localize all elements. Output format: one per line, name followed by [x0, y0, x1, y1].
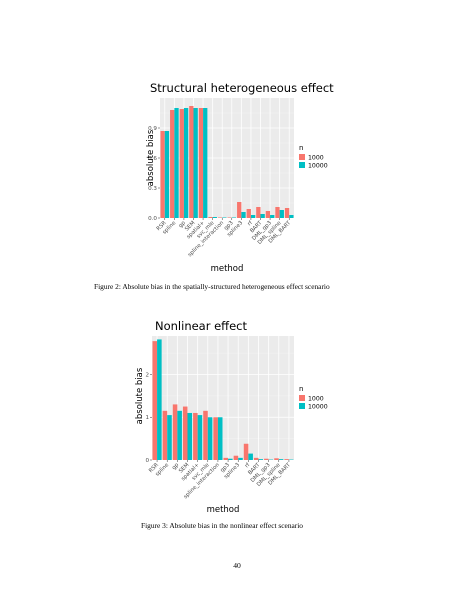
bar-BART-1000 — [256, 207, 261, 218]
bar-gp-1000 — [179, 109, 184, 218]
x-tick-label: rf — [244, 462, 251, 469]
bar-spline-1000 — [170, 110, 175, 218]
bar-spatial+-10000 — [203, 108, 208, 218]
bar-spline_interaction-1000 — [213, 417, 218, 460]
legend-swatch-10000 — [299, 403, 305, 409]
bar-SEM-10000 — [193, 108, 198, 218]
page-number: 40 — [233, 561, 241, 570]
bar-spline_interaction-1000 — [217, 217, 223, 218]
legend-swatch-10000 — [299, 162, 305, 168]
bar-DML_spline-10000 — [279, 210, 284, 218]
bar-DML_gp3-10000 — [270, 215, 275, 218]
bar-spline3-10000 — [241, 212, 246, 218]
bar-svc_mle-1000 — [203, 410, 208, 460]
chart-structural: Structural heterogeneous effect 0.0 0.3 0.… — [146, 81, 334, 274]
y-tick-label: 0.0 — [148, 216, 157, 222]
chart-title: Structural heterogeneous effect — [150, 81, 334, 95]
legend-title: n — [299, 144, 303, 152]
bar-rf-1000 — [243, 443, 249, 460]
bar-DML_spline-1000 — [274, 458, 279, 460]
x-axis-title: method — [207, 505, 240, 515]
bar-DML_spline-10000 — [278, 459, 284, 460]
y-tick-label: 0 — [145, 458, 149, 464]
bar-spline3-1000 — [233, 455, 239, 460]
bar-spline-10000 — [174, 108, 179, 218]
bar-gp3-10000 — [231, 217, 237, 218]
y-axis-title: absolute bias — [135, 367, 145, 424]
bar-SEM-1000 — [189, 106, 194, 218]
bar-spline-1000 — [162, 410, 168, 460]
bar-rf-1000 — [246, 209, 251, 218]
x-tick-label: rf — [247, 220, 254, 227]
figure-caption: Figure 3: Absolute bias in the nonlinear… — [141, 521, 304, 530]
chart-title: Nonlinear effect — [155, 319, 248, 333]
x-tick-label: gp3 — [223, 220, 235, 232]
bar-gp3-1000 — [223, 457, 229, 460]
bar-BART-10000 — [260, 214, 265, 218]
legend-swatch-1000 — [299, 154, 305, 160]
bar-gp-1000 — [172, 404, 178, 460]
bar-RSR-10000 — [164, 131, 170, 218]
x-tick-label: gp — [171, 462, 180, 471]
bar-DML_gp3-1000 — [265, 211, 271, 218]
bar-BART-1000 — [253, 457, 259, 460]
bar-spline-10000 — [167, 415, 172, 460]
bar-SEM-10000 — [187, 412, 193, 460]
bar-RSR-1000 — [160, 131, 165, 218]
y-tick-label: 0.6 — [148, 156, 157, 162]
bar-svc_mle-10000 — [212, 217, 217, 218]
bar-DML_BART-10000 — [289, 215, 294, 218]
legend-label-1000: 1000 — [308, 396, 324, 403]
bar-rf-10000 — [250, 215, 256, 218]
y-axis-title: absolute bias — [146, 129, 156, 186]
bar-gp3-10000 — [228, 458, 233, 460]
legend-swatch-1000 — [299, 395, 305, 401]
bar-spline3-1000 — [237, 202, 242, 218]
bar-svc_mle-10000 — [207, 417, 213, 460]
legend-label-10000: 10000 — [308, 163, 328, 170]
y-tick-label: 0.9 — [148, 126, 157, 132]
bar-spatial+-1000 — [198, 108, 204, 218]
bar-spline_interaction-10000 — [217, 417, 223, 460]
bar-spline3-10000 — [238, 457, 243, 460]
bar-RSR-10000 — [157, 339, 162, 460]
bar-BART-10000 — [258, 459, 264, 460]
legend-label-1000: 1000 — [308, 155, 324, 162]
bar-RSR-1000 — [152, 341, 158, 460]
bar-gp-10000 — [177, 410, 182, 460]
y-tick-label: 0.3 — [148, 186, 157, 192]
bar-spatial+-1000 — [193, 412, 198, 460]
legend-label-10000: 10000 — [308, 404, 328, 411]
x-axis-title: method — [211, 264, 244, 274]
bar-DML_spline-1000 — [275, 207, 280, 218]
bar-DML_BART-1000 — [284, 459, 289, 460]
legend-title: n — [299, 385, 303, 393]
bar-gp3-1000 — [227, 217, 232, 218]
bar-SEM-1000 — [182, 406, 188, 460]
x-tick-label: gp — [178, 220, 187, 229]
bar-spatial+-10000 — [197, 415, 203, 460]
bar-DML_BART-1000 — [284, 208, 290, 218]
bar-gp-10000 — [183, 108, 189, 218]
figure-caption: Figure 2: Absolute bias in the spatially… — [94, 282, 330, 291]
x-tick-label: gp3 — [219, 462, 231, 474]
y-tick-label: 1 — [145, 415, 149, 421]
legend: n 1000 10000 — [299, 385, 328, 411]
bar-DML_gp3-1000 — [264, 458, 269, 460]
y-tick-label: 2 — [145, 372, 149, 378]
legend: n 1000 10000 — [299, 144, 328, 170]
bar-svc_mle-1000 — [208, 217, 213, 218]
bar-spline_interaction-10000 — [222, 217, 227, 218]
bar-rf-10000 — [248, 453, 253, 460]
